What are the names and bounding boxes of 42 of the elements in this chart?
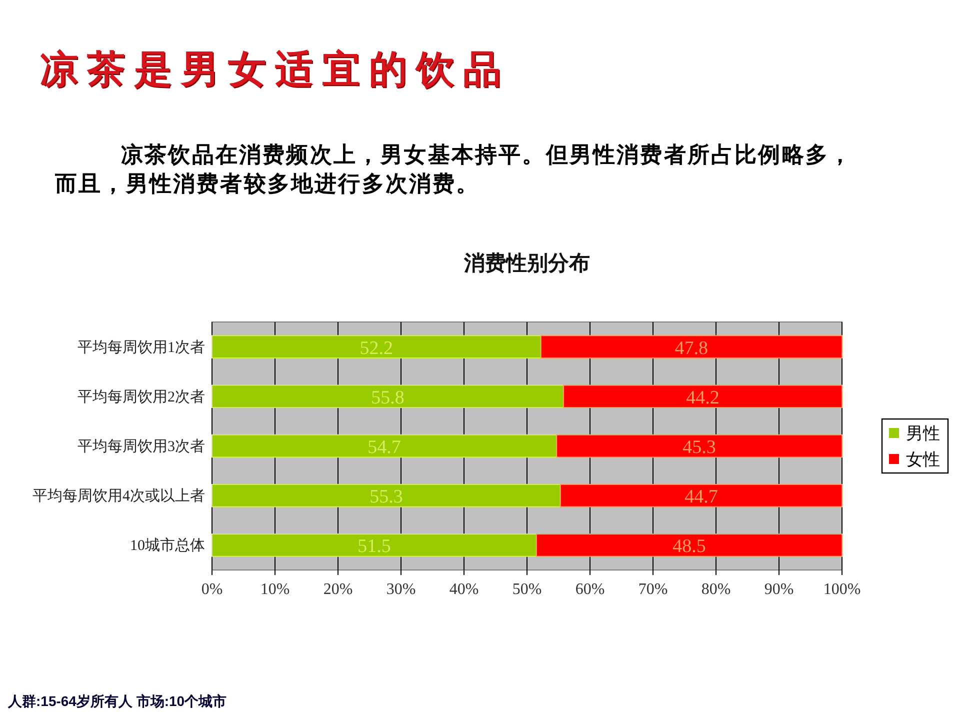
- bar: [560, 484, 842, 508]
- x-tick-label: 80%: [701, 581, 731, 598]
- data-label: 45.3: [682, 437, 716, 458]
- chart-subtitle: 凉茶饮品在消费频次上，男女基本持平。但男性消费者所占比例略多，而且，男性消费者较多地进行多次消费。: [55, 141, 854, 198]
- y-tick-label: 10城市总体: [130, 537, 205, 554]
- x-tick-label: 100%: [823, 581, 861, 598]
- bar: [563, 384, 842, 408]
- chart-title: 凉茶是男女适宜的饮品: [40, 48, 510, 93]
- x-tick-label: 20%: [323, 581, 353, 598]
- x-tick-label: 50%: [512, 581, 542, 598]
- data-label: 48.5: [672, 536, 706, 558]
- data-label: 44.7: [684, 486, 718, 508]
- data-label: 47.8: [674, 338, 708, 359]
- x-tick-label: 30%: [386, 581, 416, 598]
- x-tick-label: 10%: [260, 581, 290, 598]
- x-tick-label: 70%: [638, 581, 668, 598]
- bar: [212, 384, 564, 408]
- x-tick-label: 40%: [449, 581, 479, 598]
- data-label: 51.5: [358, 536, 391, 558]
- x-tick-label: 90%: [764, 581, 794, 598]
- bar: [212, 484, 561, 508]
- data-label: 55.8: [371, 387, 404, 408]
- bar: [212, 335, 542, 358]
- y-tick-label: 平均每周饮用1次者: [78, 338, 205, 356]
- bar: [540, 335, 842, 358]
- x-tick-label: 60%: [575, 581, 605, 598]
- data-label: 52.2: [360, 338, 394, 359]
- bar: [536, 534, 842, 557]
- bar: [556, 434, 842, 458]
- x-tick-label: 0%: [201, 581, 223, 598]
- y-tick-label: 平均每周饮用4次或以上者: [32, 488, 205, 505]
- y-tick-label: 平均每周饮用2次者: [78, 388, 205, 406]
- text: 消费性别分布: [463, 251, 590, 275]
- data-label: 44.2: [686, 387, 720, 408]
- data-label: 54.7: [368, 437, 401, 458]
- data-label: 55.3: [370, 486, 403, 508]
- legend-label: 女性: [906, 450, 940, 469]
- legend-label: 男性: [906, 424, 940, 443]
- text: 人群:15-64岁所有人 市场:10个城市: [8, 693, 227, 711]
- bar: [212, 534, 537, 557]
- y-tick-label: 平均每周饮用3次者: [78, 438, 205, 455]
- bar: [212, 434, 558, 458]
